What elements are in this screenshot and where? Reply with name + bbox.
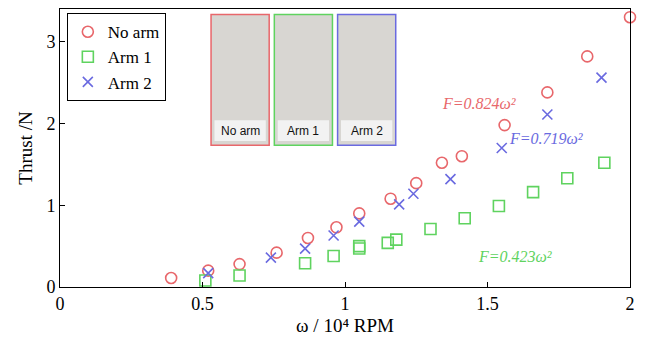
svg-text:2: 2 [626, 294, 635, 314]
svg-text:1.5: 1.5 [476, 294, 499, 314]
svg-text:F=0.719ω²: F=0.719ω² [509, 130, 584, 147]
svg-text:0: 0 [56, 294, 65, 314]
svg-text:ω / 10⁴ RPM: ω / 10⁴ RPM [296, 315, 394, 336]
svg-text:No arm: No arm [108, 23, 159, 42]
svg-text:0.5: 0.5 [191, 294, 214, 314]
svg-text:Arm 1: Arm 1 [108, 48, 152, 67]
svg-text:2: 2 [46, 114, 55, 134]
svg-text:Arm 2: Arm 2 [351, 124, 383, 138]
svg-text:Arm 1: Arm 1 [287, 124, 319, 138]
svg-text:0: 0 [46, 277, 55, 297]
svg-text:Arm 2: Arm 2 [108, 74, 152, 93]
svg-text:1: 1 [46, 196, 55, 216]
svg-text:No arm: No arm [221, 124, 260, 138]
svg-text:1: 1 [341, 294, 350, 314]
svg-text:F=0.824ω²: F=0.824ω² [442, 95, 517, 112]
svg-text:Thrust /N: Thrust /N [15, 111, 36, 185]
svg-text:3: 3 [46, 32, 55, 52]
svg-text:F=0.423ω²: F=0.423ω² [478, 248, 553, 265]
